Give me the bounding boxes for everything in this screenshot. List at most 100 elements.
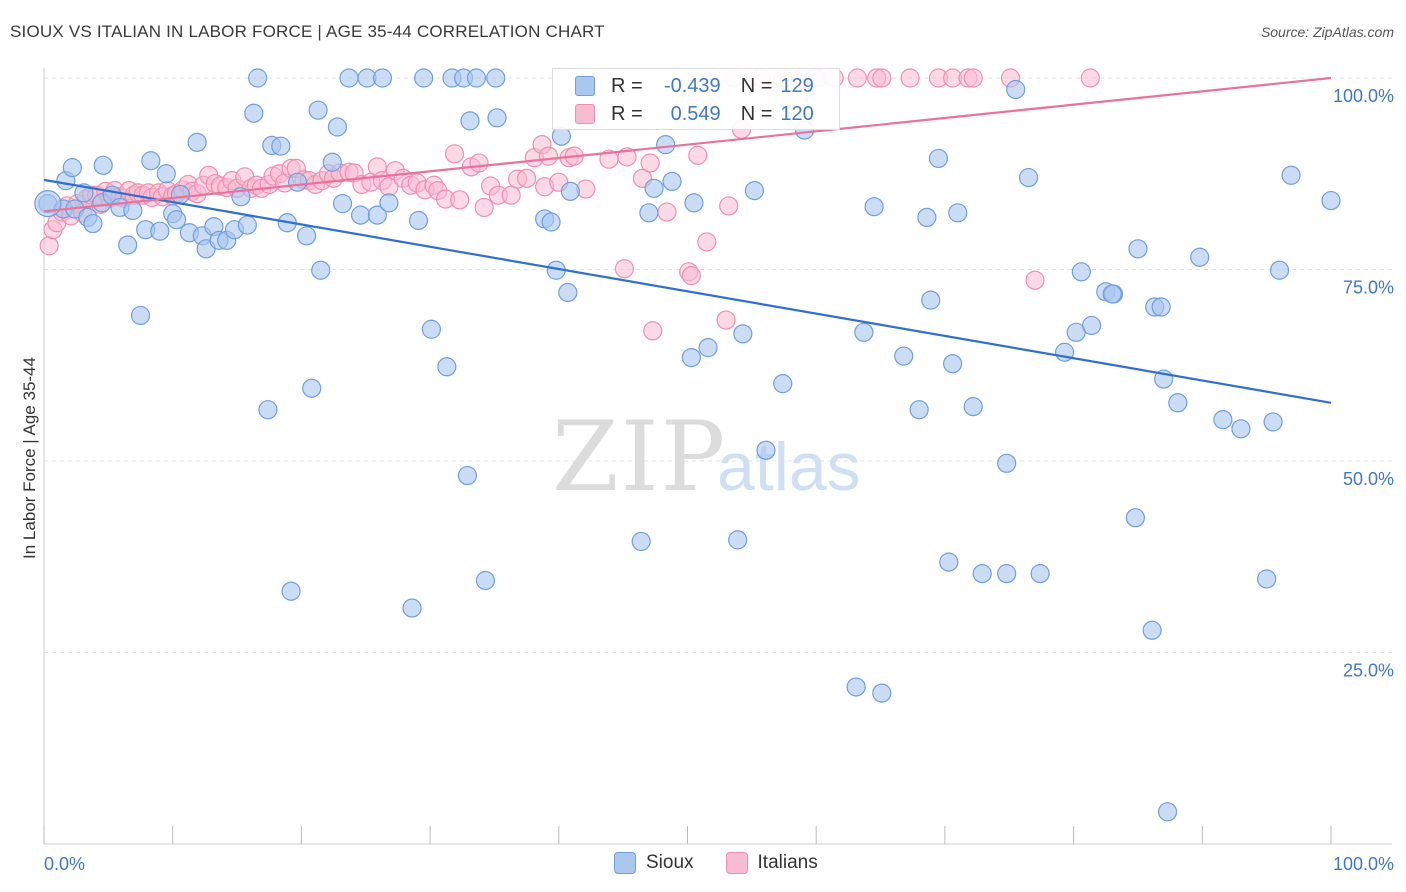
sioux-point (248, 68, 268, 88)
x-tick-label-min: 0.0% (44, 854, 85, 874)
sioux-point (1151, 297, 1171, 317)
sioux-point (487, 108, 507, 128)
sioux-point (948, 203, 968, 223)
sioux-point (170, 184, 191, 205)
sioux-point (939, 552, 959, 572)
italians-point (450, 190, 470, 210)
italians-point (643, 321, 663, 341)
n-label: N = (740, 74, 773, 97)
sioux-point (631, 531, 651, 552)
y-tick-label-75: 75.0% (1343, 278, 1394, 298)
sioux-point (917, 207, 937, 228)
italians-trendline (43, 76, 1332, 213)
sioux-point (846, 677, 866, 697)
sioux-point (123, 200, 143, 221)
sioux-point (166, 210, 187, 230)
italians-point (501, 185, 521, 205)
sioux-point (656, 135, 676, 155)
trend-lines (43, 76, 1332, 404)
italians-point (444, 144, 465, 164)
sioux-point (1213, 410, 1233, 430)
y-tick-label-100: 100.0% (1333, 86, 1394, 106)
r-label: R = (611, 102, 643, 125)
sioux-point (541, 212, 561, 232)
sioux-point (997, 453, 1017, 473)
sioux-point (1157, 802, 1178, 822)
x-tick-label-max: 100.0% (1333, 854, 1394, 874)
sioux-point (1030, 564, 1050, 584)
sioux-point (156, 164, 176, 184)
sioux-point (1231, 419, 1251, 439)
sioux-legend-swatch (614, 852, 636, 874)
sioux-point (1142, 620, 1162, 640)
source-label: Source: ZipAtlas.com (1260, 24, 1394, 40)
sioux-point (1128, 239, 1148, 259)
sioux-point (287, 172, 308, 192)
sioux-point (237, 215, 257, 235)
sioux-legend-label: Sioux (646, 852, 694, 873)
sioux-point (1071, 262, 1091, 282)
italians-point (716, 310, 736, 330)
sioux-point (1006, 79, 1026, 100)
sioux-point (894, 346, 914, 366)
grid-lines (44, 77, 1392, 653)
sioux-point (83, 213, 103, 234)
series-legend: Sioux Italians (614, 852, 850, 874)
n-label: N = (740, 102, 773, 125)
sioux-point (379, 193, 399, 213)
italians-r-value: 0.549 (670, 102, 721, 125)
sioux-n-value: 129 (780, 74, 814, 97)
sioux-point (93, 155, 113, 175)
italians-point (1080, 68, 1100, 88)
sioux-point (854, 322, 874, 342)
sioux-point (864, 197, 884, 217)
sioux-point (244, 103, 264, 123)
sioux-point (1321, 190, 1341, 211)
sioux-point (339, 68, 359, 88)
watermark: ZIP atlas (552, 401, 861, 513)
sioux-point (1263, 412, 1283, 432)
sioux-point (921, 290, 941, 310)
italians-point (1025, 270, 1045, 290)
sioux-point (558, 282, 578, 303)
sioux-point (644, 178, 664, 198)
sioux-point (698, 338, 718, 358)
italians-point (614, 259, 635, 279)
sioux-point (141, 151, 161, 171)
italians-point (640, 153, 660, 173)
italians-point (681, 266, 701, 286)
sioux-point (1082, 315, 1102, 336)
sioux-point (118, 235, 138, 255)
sioux-point (744, 181, 765, 201)
italians-point (517, 168, 537, 188)
sioux-point (662, 171, 682, 192)
legend-item-sioux: Sioux (614, 852, 694, 874)
sioux-point (402, 598, 422, 618)
sioux-point (684, 193, 704, 213)
italians-point (39, 236, 59, 256)
legend-item-italians: Italians (725, 852, 818, 874)
sioux-point (1018, 167, 1039, 188)
watermark-atlas: atlas (717, 429, 861, 505)
chart-title: SIOUX VS ITALIAN IN LABOR FORCE | AGE 35… (10, 22, 605, 41)
sioux-point (733, 324, 753, 344)
sioux-point (486, 68, 506, 88)
sioux-point (187, 132, 207, 152)
sioux-point (639, 203, 659, 223)
sioux-point (457, 465, 478, 486)
sioux-point (466, 68, 487, 88)
italians-point (688, 145, 708, 165)
sioux-point (34, 190, 62, 218)
sioux-swatch (575, 76, 595, 96)
sioux-point (1102, 284, 1122, 304)
italians-point (657, 202, 677, 222)
sioux-point (258, 400, 278, 420)
sioux-point (437, 357, 457, 377)
sioux-point (928, 148, 949, 169)
sioux-point (351, 205, 371, 225)
sioux-r-value: -0.439 (663, 74, 721, 97)
italians-point (963, 68, 983, 88)
italians-point (538, 146, 559, 166)
italians-point (474, 197, 494, 218)
